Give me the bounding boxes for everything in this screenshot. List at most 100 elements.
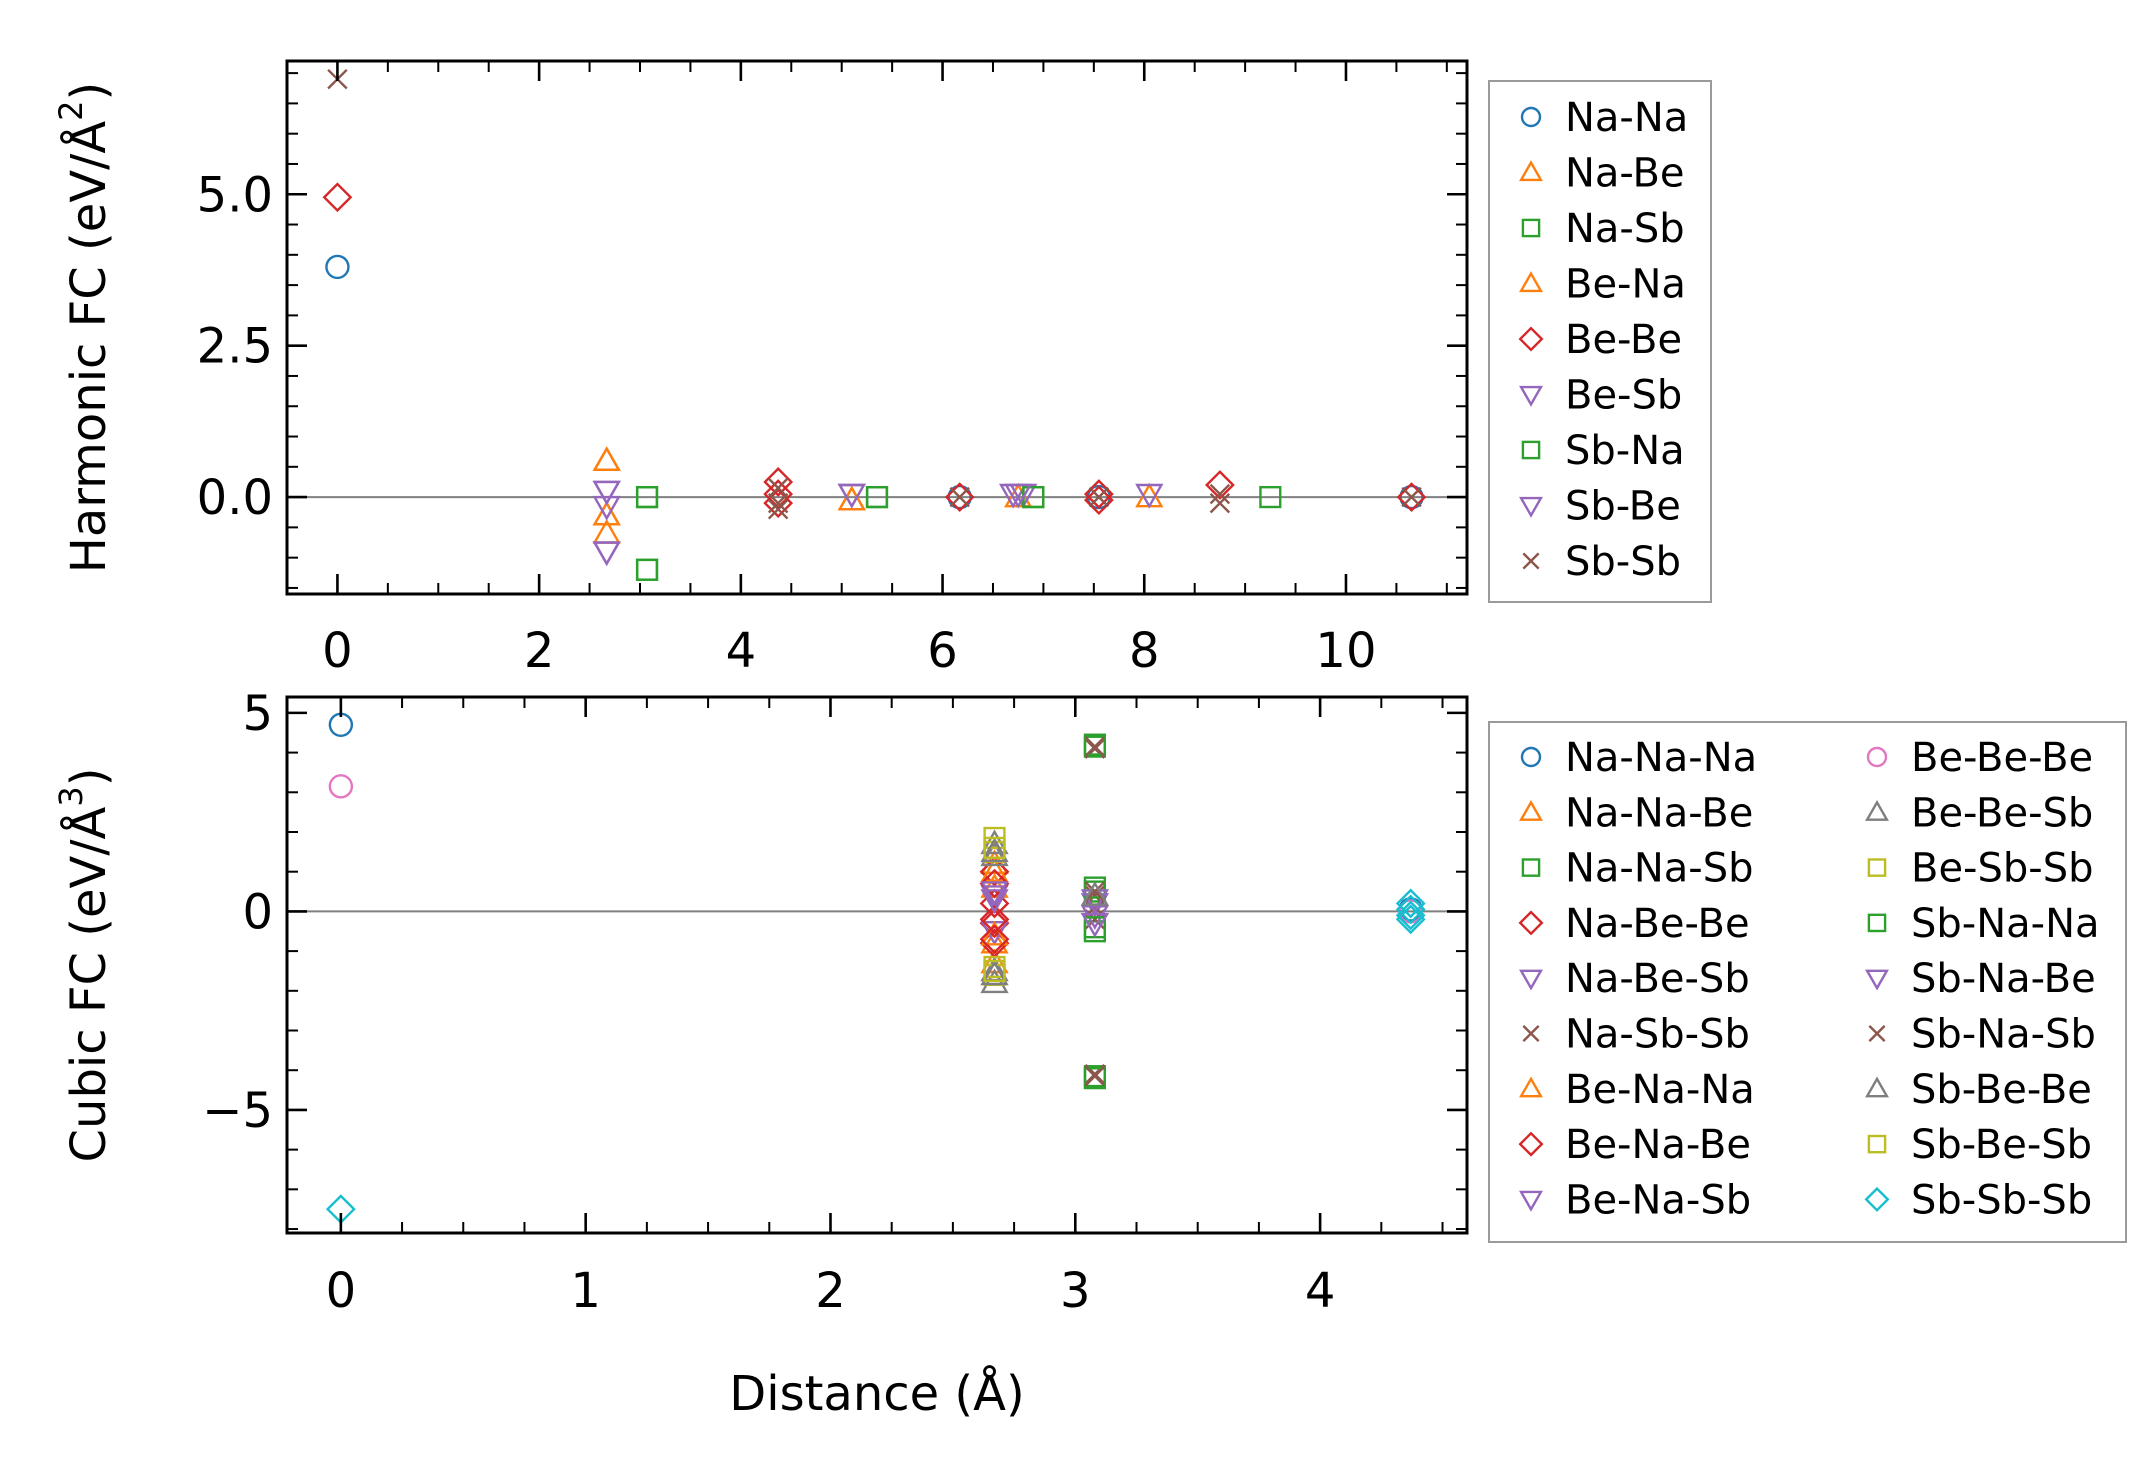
harmonic-legend-entry-be-be: Be-Be — [1518, 317, 1682, 363]
harmonic-legend-label-be-na: Be-Na — [1565, 262, 1686, 308]
cubic-point-sb-be-sb-1 — [983, 959, 1006, 983]
harmonic-point-na-na-3 — [1399, 484, 1424, 510]
harmonic-legend-marker-sb-sb — [1522, 552, 1540, 570]
cubic-legend-label-be-sb-sb: Be-Sb-Sb — [1911, 846, 2093, 892]
cubic-point-sb-sb-sb-3 — [1395, 900, 1426, 931]
cubic-legend-marker-be-sb-sb — [1867, 858, 1887, 877]
cubic-legend: Na-Na-Na Na-Na-Be Na-Na-Sb Na-Be-Be Na-Be-Sb… — [1488, 721, 2127, 1243]
harmonic-ticks: 0 2 4 6 8 10 0.0 2.5 5.0 — [197, 61, 1467, 679]
cubic-legend-entry-sb-na-be: Sb-Na-Be — [1865, 956, 2096, 1002]
cubic-legend-label-be-be-sb: Be-Be-Sb — [1911, 790, 2093, 836]
harmonic-ytick-label-1: 2.5 — [197, 319, 273, 375]
harmonic-legend: Na-Na Na-Be Na-Sb Be-Na Be-Be Be-Sb Sb-Na Sb-Be… — [1488, 80, 1712, 603]
harmonic-y-axis-label: Harmonic FC (eV/Å2) — [52, 82, 117, 574]
cubic-y-axis-label: Cubic FC (eV/Å3) — [52, 768, 117, 1163]
cubic-axes-frame — [285, 695, 1469, 1235]
harmonic-point-sb-na-0 — [635, 485, 659, 509]
cubic-point-be-na-na-0 — [980, 857, 1009, 882]
harmonic-axes-frame — [285, 59, 1469, 596]
cubic-point-sb-na-be-2 — [1080, 913, 1110, 938]
cubic-xtick-label-2: 2 — [815, 1263, 846, 1319]
cubic-legend-marker-sb-na-na — [1867, 913, 1887, 933]
cubic-legend-marker-be-be-sb — [1865, 799, 1889, 821]
cubic-point-sb-na-sb-2 — [1084, 1065, 1106, 1087]
cubic-point-na-be-be-0 — [979, 856, 1010, 887]
harmonic-legend-box — [1488, 80, 1712, 603]
harmonic-legend-label-na-sb: Na-Sb — [1565, 206, 1685, 252]
cubic-legend-marker-na-be-be — [1518, 910, 1544, 936]
cubic-point-sb-sb-sb-4 — [1395, 904, 1426, 935]
harmonic-point-sb-sb-6 — [1209, 483, 1231, 505]
harmonic-point-na-na-0 — [325, 254, 350, 280]
cubic-legend-entry-sb-na-na: Sb-Na-Na — [1867, 901, 2100, 947]
harmonic-point-be-be-6 — [1083, 485, 1114, 516]
harmonic-point-be-be-8 — [1396, 482, 1427, 512]
cubic-point-sb-na-be-0 — [980, 881, 1009, 907]
harmonic-legend-entry-na-sb: Na-Sb — [1521, 206, 1685, 252]
cubic-legend-entry-na-na-be: Na-Na-Be — [1519, 790, 1753, 836]
harmonic-point-sb-sb-4 — [949, 486, 970, 508]
harmonic-xtick-label-2: 4 — [726, 623, 757, 679]
cubic-xtick-label-0: 0 — [326, 1263, 357, 1319]
harmonic-legend-marker-na-sb — [1521, 218, 1541, 238]
cubic-x-axis-label: Distance (Å) — [729, 1365, 1024, 1422]
cubic-ytick-label-2: 5 — [242, 686, 273, 742]
cubic-point-be-na-be-2 — [979, 924, 1010, 955]
cubic-legend-label-be-na-sb: Be-Na-Sb — [1565, 1177, 1751, 1223]
harmonic-ylabel-tail: ) — [61, 82, 117, 101]
harmonic-xtick-label-1: 2 — [524, 623, 555, 679]
cubic-legend-entry-na-be-be: Na-Be-Be — [1518, 901, 1750, 947]
cubic-legend-label-na-sb-sb: Na-Sb-Sb — [1565, 1012, 1750, 1058]
cubic-fc-panel: 0 1 2 3 4−505 Cubic FC (eV/Å3) Distance (Å) … — [52, 686, 2127, 1422]
harmonic-fc-panel: 0 2 4 6 8 100.02.55.0 Harmonic FC (eV/Å2) Na-… — [52, 59, 1712, 679]
cubic-point-sb-be-be-0 — [980, 837, 1009, 863]
harmonic-legend-entry-na-be: Na-Be — [1519, 151, 1685, 197]
cubic-legend-marker-na-na-na — [1520, 746, 1542, 768]
cubic-point-be-na-sb-0 — [980, 889, 1009, 915]
cubic-legend-box — [1488, 721, 2127, 1243]
harmonic-series-sb-sb — [327, 68, 1422, 520]
harmonic-legend-marker-na-be — [1519, 160, 1543, 182]
harmonic-point-be-sb-1 — [592, 495, 621, 521]
cubic-xtick-label-3: 3 — [1060, 1263, 1091, 1319]
cubic-point-sb-be-be-2 — [1080, 880, 1110, 906]
harmonic-legend-label-sb-sb: Sb-Sb — [1565, 539, 1681, 585]
cubic-xtick-label-1: 1 — [570, 1263, 601, 1319]
harmonic-point-be-na-0 — [592, 446, 621, 472]
cubic-legend-marker-na-sb-sb — [1522, 1025, 1540, 1042]
cubic-legend-label-be-na-na: Be-Na-Na — [1565, 1067, 1755, 1113]
harmonic-point-be-be-1 — [763, 467, 794, 497]
cubic-series-sb-sb-sb — [325, 888, 1426, 1225]
harmonic-legend-marker-sb-be — [1519, 496, 1543, 518]
harmonic-legend-marker-be-sb — [1519, 385, 1543, 407]
harmonic-point-sb-be-2 — [837, 483, 866, 509]
cubic-point-sb-sb-sb-1 — [1395, 888, 1426, 919]
cubic-point-na-be-be-1 — [979, 888, 1010, 919]
cubic-legend-entry-be-na-na: Be-Na-Na — [1519, 1067, 1755, 1113]
harmonic-legend-entry-na-na: Na-Na — [1520, 95, 1688, 141]
cubic-series-sb-be-sb — [983, 836, 1006, 983]
harmonic-legend-entry-sb-sb: Sb-Sb — [1522, 539, 1681, 585]
harmonic-legend-entry-be-sb: Be-Sb — [1519, 373, 1682, 419]
cubic-series-be-na-be — [979, 868, 1010, 955]
harmonic-legend-entry-sb-na: Sb-Na — [1521, 428, 1685, 474]
cubic-legend-label-be-be-be: Be-Be-Be — [1911, 735, 2093, 781]
cubic-legend-marker-be-na-sb — [1519, 1190, 1543, 1212]
cubic-legend-entry-be-be-be: Be-Be-Be — [1866, 735, 2093, 781]
harmonic-legend-label-sb-na: Sb-Na — [1565, 428, 1685, 474]
cubic-legend-entry-be-na-sb: Be-Na-Sb — [1519, 1177, 1751, 1223]
cubic-legend-entry-be-be-sb: Be-Be-Sb — [1865, 790, 2093, 836]
cubic-point-sb-na-sb-0 — [1084, 736, 1106, 757]
harmonic-data-points — [322, 68, 1427, 581]
harmonic-series-be-na — [592, 446, 866, 526]
cubic-legend-marker-be-na-na — [1519, 1076, 1543, 1098]
harmonic-point-sb-be-0 — [592, 480, 621, 506]
cubic-point-sb-na-na-1 — [1083, 876, 1106, 899]
cubic-legend-label-na-na-na: Na-Na-Na — [1565, 735, 1757, 781]
harmonic-point-sb-be-1 — [592, 541, 621, 567]
cubic-point-be-be-be-0 — [328, 774, 354, 799]
cubic-point-na-be-be-2 — [979, 908, 1010, 939]
cubic-point-be-be-sb-1 — [980, 841, 1009, 867]
harmonic-point-be-be-3 — [763, 488, 794, 519]
